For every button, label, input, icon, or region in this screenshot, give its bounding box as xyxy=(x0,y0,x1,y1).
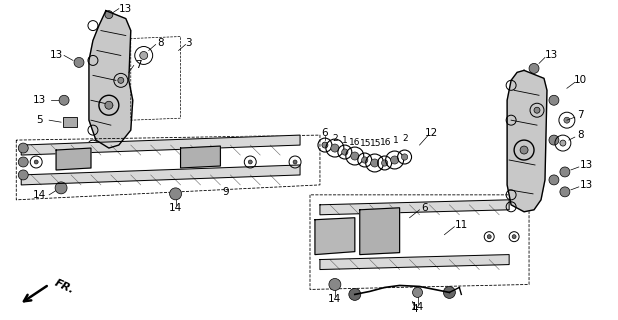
Text: 14: 14 xyxy=(169,203,182,213)
Polygon shape xyxy=(315,218,355,255)
Circle shape xyxy=(391,156,399,164)
Text: 1: 1 xyxy=(342,136,348,145)
Text: 13: 13 xyxy=(580,180,593,190)
Text: 16: 16 xyxy=(380,138,391,147)
Circle shape xyxy=(34,160,38,164)
Circle shape xyxy=(549,95,559,105)
Circle shape xyxy=(371,159,379,167)
Circle shape xyxy=(560,140,566,146)
Polygon shape xyxy=(21,165,300,185)
Circle shape xyxy=(59,95,69,105)
Circle shape xyxy=(512,235,516,239)
Circle shape xyxy=(118,77,124,83)
Circle shape xyxy=(564,117,570,123)
Circle shape xyxy=(560,167,570,177)
Circle shape xyxy=(351,152,359,160)
Text: 15: 15 xyxy=(360,139,371,148)
Circle shape xyxy=(560,187,570,197)
Text: 13: 13 xyxy=(119,4,132,14)
Text: 8: 8 xyxy=(577,130,584,140)
Circle shape xyxy=(329,278,341,291)
Polygon shape xyxy=(21,135,300,155)
Circle shape xyxy=(140,52,148,60)
Circle shape xyxy=(362,157,368,163)
Text: 7: 7 xyxy=(135,60,142,70)
Circle shape xyxy=(74,58,84,68)
Text: 13: 13 xyxy=(580,160,593,170)
Circle shape xyxy=(349,288,361,300)
Circle shape xyxy=(413,287,423,297)
Circle shape xyxy=(487,235,491,239)
Circle shape xyxy=(342,149,348,155)
Polygon shape xyxy=(320,200,509,215)
Text: 11: 11 xyxy=(455,220,468,230)
Text: 2: 2 xyxy=(332,133,337,143)
Polygon shape xyxy=(89,11,133,148)
Text: 14: 14 xyxy=(33,190,46,200)
Text: 12: 12 xyxy=(425,128,438,138)
Polygon shape xyxy=(56,148,91,170)
Circle shape xyxy=(19,143,28,153)
Circle shape xyxy=(381,160,388,166)
Text: 7: 7 xyxy=(577,110,584,120)
Circle shape xyxy=(19,157,28,167)
Text: 3: 3 xyxy=(185,37,192,47)
Circle shape xyxy=(529,63,539,73)
Circle shape xyxy=(19,170,28,180)
Circle shape xyxy=(402,154,408,160)
Circle shape xyxy=(443,286,455,298)
Text: 2: 2 xyxy=(403,133,408,143)
Circle shape xyxy=(293,160,297,164)
Text: 6: 6 xyxy=(321,128,328,138)
Bar xyxy=(63,117,77,127)
Text: 8: 8 xyxy=(158,37,164,47)
Circle shape xyxy=(331,144,339,152)
Text: 10: 10 xyxy=(574,75,587,85)
Circle shape xyxy=(322,142,328,148)
Text: 4: 4 xyxy=(411,304,418,314)
Circle shape xyxy=(248,160,252,164)
Text: 6: 6 xyxy=(421,203,428,213)
Text: 15: 15 xyxy=(370,139,381,148)
Circle shape xyxy=(105,101,113,109)
Text: 1: 1 xyxy=(393,136,399,145)
Circle shape xyxy=(330,232,340,242)
Polygon shape xyxy=(320,255,509,269)
Circle shape xyxy=(105,11,113,19)
Circle shape xyxy=(534,107,540,113)
Text: FR.: FR. xyxy=(53,277,76,295)
Text: 5: 5 xyxy=(36,115,43,125)
Polygon shape xyxy=(180,146,221,168)
Circle shape xyxy=(169,188,182,200)
Circle shape xyxy=(549,175,559,185)
Circle shape xyxy=(520,146,528,154)
Circle shape xyxy=(55,182,67,194)
Text: 14: 14 xyxy=(328,294,342,304)
Text: 14: 14 xyxy=(411,302,424,312)
Text: 13: 13 xyxy=(49,51,63,60)
Circle shape xyxy=(549,135,559,145)
Text: 13: 13 xyxy=(33,95,46,105)
Text: 16: 16 xyxy=(349,138,360,147)
Text: 13: 13 xyxy=(544,51,557,60)
Polygon shape xyxy=(360,208,400,255)
Circle shape xyxy=(323,235,327,239)
Polygon shape xyxy=(507,70,547,212)
Text: 9: 9 xyxy=(222,187,229,197)
